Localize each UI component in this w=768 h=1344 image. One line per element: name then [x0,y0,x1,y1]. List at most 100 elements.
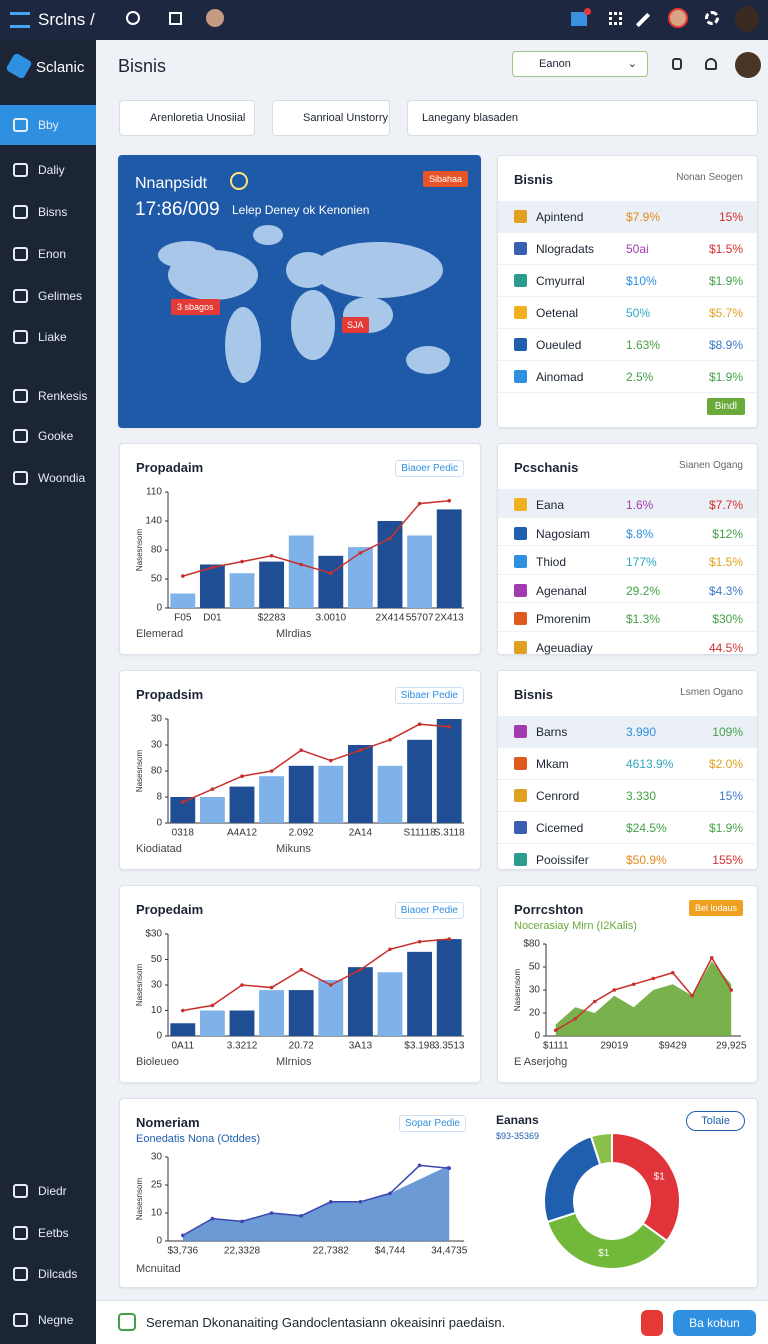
nav-item[interactable]: Bby [0,105,96,145]
donut-segment [546,1211,669,1270]
list-title: Bisnis [514,687,554,702]
page-title: Bisnis [118,56,167,76]
chart-link[interactable]: Biaoer Pedic [395,460,464,477]
chart-subtitle: Eonedatis Nona (Otddes) [136,1133,261,1145]
nav-item[interactable]: Gooke [0,416,96,456]
row-icon [514,853,527,866]
avatar[interactable] [735,6,759,32]
select[interactable]: Eanon ⌄ [512,51,648,77]
line-point [299,748,303,752]
settings-icon[interactable] [705,11,719,25]
row-icon [514,210,527,223]
row-icon [514,640,527,654]
line-point [269,769,274,773]
segment-label: $1 [598,1248,610,1259]
donut-button[interactable]: Tolaie [686,1111,745,1131]
bar [259,990,285,1036]
y-tick-label: 10 [151,1208,163,1219]
bar [288,990,314,1036]
bell-icon[interactable] [705,58,717,70]
nav-item[interactable]: Daliy [0,150,96,190]
nav-item[interactable]: Liake [0,317,96,357]
line-point [417,1163,422,1168]
action-button[interactable]: Ba kobun [673,1310,756,1336]
x-tick-label: S11118 [403,828,436,839]
row-icon [514,583,527,597]
avatar[interactable] [668,8,688,28]
y-tick-label: 80 [151,545,163,556]
list-row: Pooissifer $50.9% 155% [498,844,757,876]
nav-item[interactable]: Bisns [0,192,96,232]
nav-item[interactable]: Gelimes [0,276,96,316]
nav-item[interactable]: Diedr [0,1171,96,1211]
chart-link[interactable]: Sopar Pedie [398,1115,466,1132]
avatar[interactable] [735,52,761,78]
list-button[interactable]: Bindl [706,398,745,415]
footer-select[interactable]: E Aserjohg [514,1056,568,1068]
line-point [329,758,333,763]
line-point [388,738,392,742]
alert-button[interactable] [641,1310,663,1336]
x-tick-label: 3.3513 [434,1041,465,1052]
row-label: Cmyurral [536,274,585,288]
row-icon [514,526,527,540]
y-axis-label: Nasesnsom [135,529,144,572]
icon[interactable] [672,58,682,70]
x-tick-label: A4A12 [227,828,257,839]
row-value: 50ai [626,242,649,256]
footer-text: Sereman Dkonanaiting Gandoclentasiann ok… [146,1315,506,1330]
y-tick-label: 8 [156,792,162,803]
nav-item[interactable]: Negne [0,1300,96,1340]
search-icon[interactable] [126,11,140,25]
y-tick-label: 0 [534,1031,540,1042]
filter[interactable]: Arenloretia Unosiial [119,100,255,136]
nav-item[interactable]: Dilcads [0,1254,96,1294]
line-point [210,1003,215,1008]
y-tick-label: 0 [156,1236,162,1247]
chart-link[interactable]: Sibaer Pedie [394,687,464,704]
nav-label: Gooke [38,429,74,443]
footer-select[interactable]: Kiodiatad [136,843,182,855]
chart-link[interactable]: Biaoer Pedie [394,902,464,919]
filter[interactable]: Sanrioal Unstorry [272,100,390,136]
footer-link[interactable]: Mlrnios [276,1056,312,1068]
list-row: Apintend $7.9% 15% [498,201,757,233]
row-value: $8.9% [708,338,743,352]
footer-select[interactable]: Elemerad [136,628,184,640]
row-label: Pooissifer [536,853,589,867]
row-value: $7.9% [626,210,661,224]
nav-item[interactable]: Woondia [0,458,96,498]
apps-icon[interactable] [609,12,622,25]
line-point [181,800,185,804]
row-label: Cicemed [536,821,584,835]
nav-item[interactable]: Renkesis [0,376,96,416]
nav-item[interactable]: Eetbs [0,1213,96,1253]
line-point [210,1216,215,1221]
pin-icon[interactable] [635,12,651,28]
nav-icon [13,289,28,303]
footer-link[interactable]: Mikuns [276,843,311,855]
row-value: 109% [712,725,743,739]
filter[interactable]: Lanegany blasaden [407,100,758,136]
y-tick-label: $30 [145,929,162,940]
list-row: Nlogradats 50ai $1.5% [498,233,757,265]
map-marker[interactable]: 3 sbagos [171,299,220,315]
window-icon[interactable] [169,12,182,25]
footer-link[interactable]: Mlrdias [276,628,312,640]
footer-select[interactable]: Bioleueo [136,1056,179,1068]
row-icon [514,789,527,802]
footer-select[interactable]: Mcnuitad [136,1263,181,1275]
map-marker[interactable]: SJA [342,317,369,333]
line-point [690,993,695,998]
avatar[interactable] [206,9,224,27]
menu-icon[interactable] [10,12,30,28]
chart: Nasesnsom 0 10 30 50 $30 0A11 3.3212 20.72 3A13 $3… [135,929,465,1052]
chart-panel: Nomeriam Sopar Pedie Eonedatis Nona (Otdde… [120,1099,482,1289]
mail-icon[interactable] [571,12,587,26]
nav-item[interactable]: Enon [0,234,96,274]
nav-icon [13,163,28,177]
row-value: $24.5% [626,821,667,835]
list-row: Cmyurral $10% $1.9% [498,265,757,297]
list-row: Cicemed $24.5% $1.9% [498,812,757,844]
